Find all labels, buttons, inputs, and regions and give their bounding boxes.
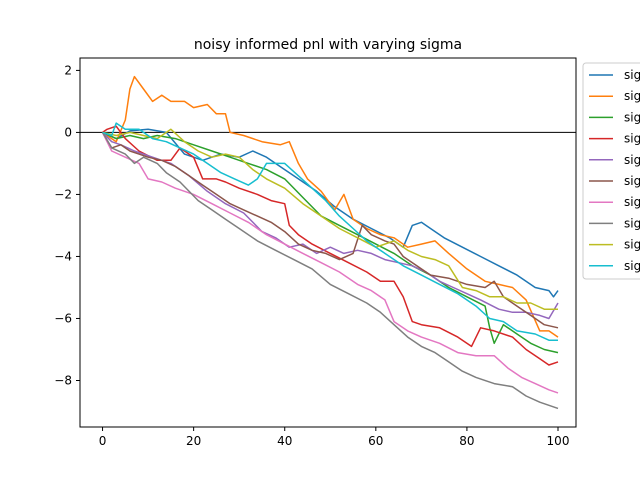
legend-label: sig	[624, 259, 640, 273]
series-line-4	[102, 125, 559, 366]
series-layer	[101, 75, 559, 410]
y-tick-label: −6	[54, 311, 72, 325]
x-tick-label: 100	[547, 434, 570, 448]
legend-label: sig	[624, 153, 640, 167]
series-line-10	[102, 122, 558, 341]
series-line-9	[102, 128, 558, 310]
legend: sig sig sig sig sig sig sig sig sig sig	[582, 62, 640, 280]
legend-label: sig	[624, 110, 640, 124]
series-line-2	[102, 75, 559, 338]
series-line-3	[102, 131, 559, 354]
x-tick-label: 60	[368, 434, 383, 448]
legend-label: sig	[624, 132, 640, 146]
x-tick-label: 0	[99, 434, 107, 448]
x-tick-label: 40	[277, 434, 292, 448]
legend-label: sig	[624, 195, 640, 209]
y-axis-ticks: 2 0 −2 −4 −6 −8	[54, 63, 80, 387]
y-tick-label: −8	[54, 373, 72, 387]
x-axis-ticks: 0 20 40 60 80 100	[99, 427, 570, 448]
y-tick-label: −2	[54, 187, 72, 201]
legend-label: sig	[624, 238, 640, 252]
chart-title: noisy informed pnl with varying sigma	[194, 37, 462, 53]
plot-frame	[79, 57, 577, 428]
series-line-7	[101, 132, 559, 394]
legend-label: sig	[624, 216, 640, 230]
y-tick-label: −4	[54, 249, 72, 263]
legend-label: sig	[624, 68, 640, 82]
y-tick-label: 2	[64, 63, 72, 77]
series-line-8	[101, 132, 559, 410]
x-tick-label: 80	[459, 434, 474, 448]
x-tick-label: 20	[186, 434, 201, 448]
y-tick-label: 0	[64, 125, 72, 139]
legend-label: sig	[624, 174, 640, 188]
legend-label: sig	[624, 89, 640, 103]
series-line-6	[101, 132, 559, 329]
